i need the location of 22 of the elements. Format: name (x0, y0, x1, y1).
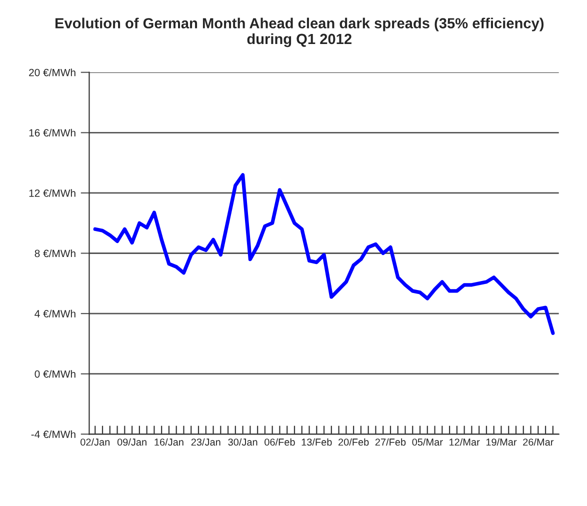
x-tick-label: 26/Mar (523, 438, 554, 446)
x-tick-label: 06/Feb (264, 438, 295, 446)
y-tick-label: 16 €/MWh (29, 128, 76, 137)
x-tick-label: 20/Feb (338, 438, 369, 446)
y-tick-label: 20 €/MWh (29, 68, 76, 76)
x-tick-label: 05/Mar (412, 438, 443, 446)
x-tick-label: 09/Jan (117, 438, 146, 446)
y-tick-label: 0 €/MWh (34, 370, 76, 378)
y-tick-label: 8 €/MWh (34, 249, 76, 258)
x-tick-label: 30/Jan (228, 438, 258, 446)
line-series (93, 173, 555, 335)
x-tick-label: 23/Jan (191, 438, 220, 446)
y-tick-label: -4 €/MWh (31, 430, 76, 438)
x-tick-label: 12/Mar (450, 438, 480, 446)
x-tick-label: 27/Feb (375, 438, 406, 446)
x-tick-label: 19/Mar (486, 438, 517, 446)
y-tick-label: 12 €/MWh (29, 189, 76, 197)
chart-title: Evolution of German Month Ahead clean dark spreads (35% efficiency) during Q1 2012 (55, 18, 544, 48)
x-tick-label: 02/Jan (80, 438, 110, 446)
x-tick-label: 13/Feb (302, 438, 332, 446)
x-tick-label: 16/Jan (154, 438, 184, 446)
y-tick-label: 4 €/MWh (34, 310, 76, 318)
